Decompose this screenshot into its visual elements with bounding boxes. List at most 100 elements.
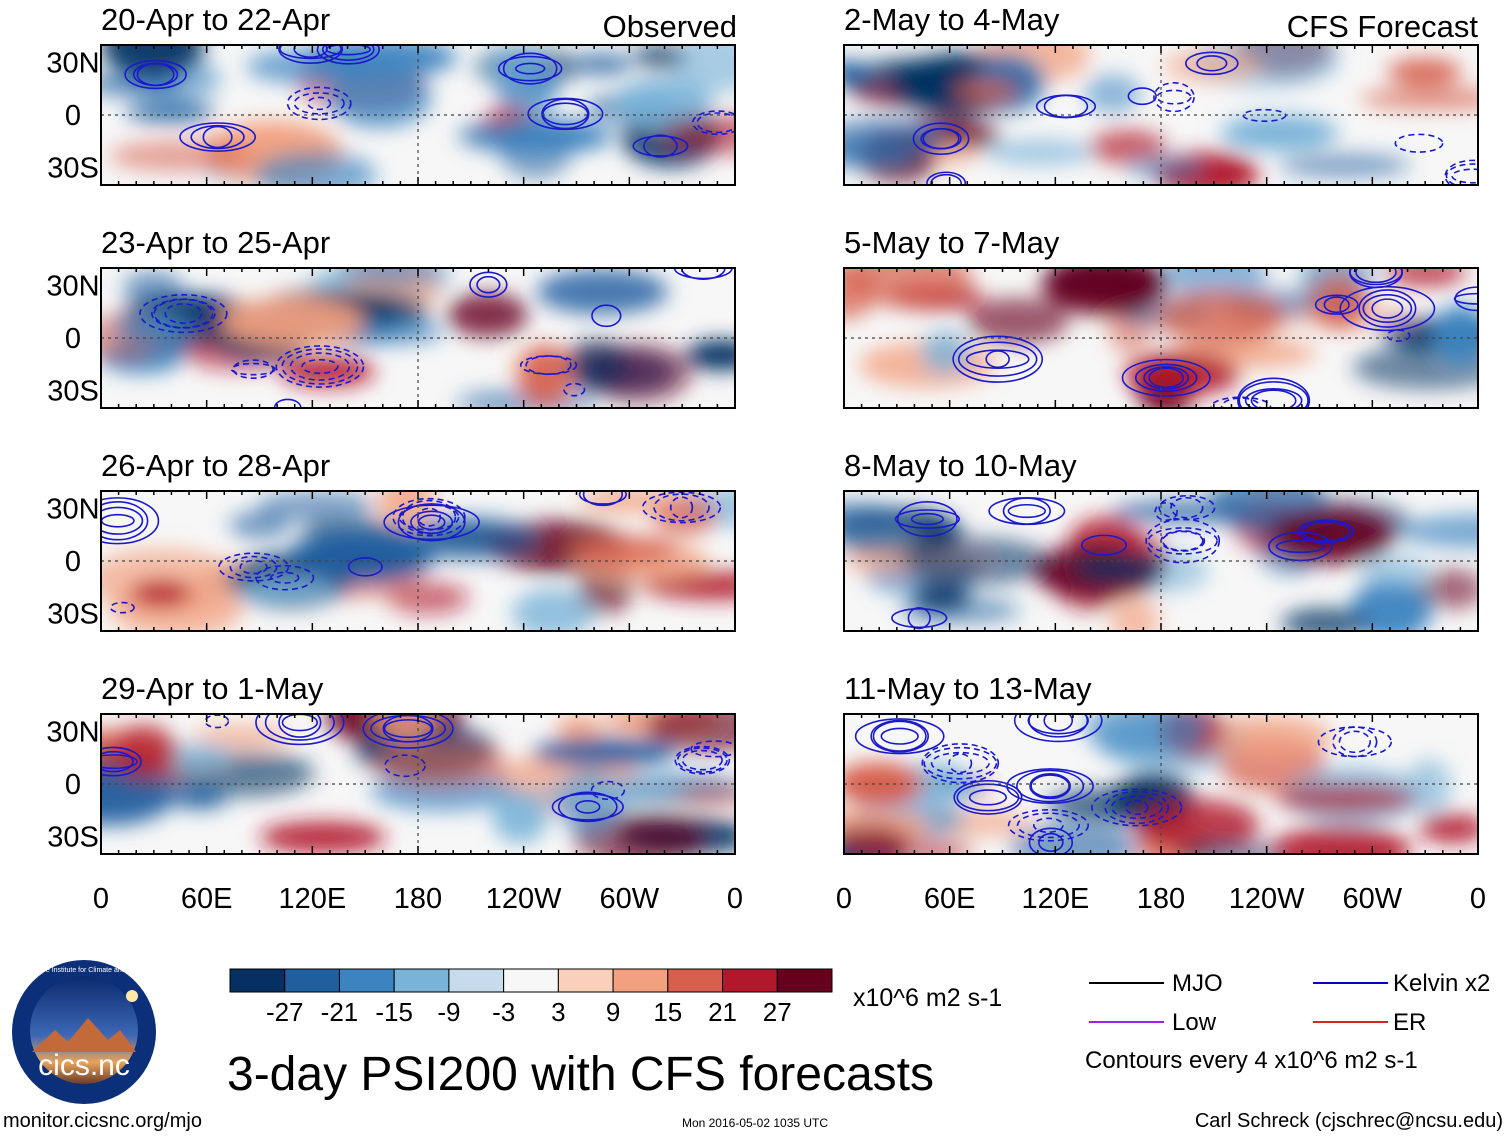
- field-blob: [228, 511, 292, 539]
- colorbar-segment: [722, 968, 778, 993]
- contour-line: [582, 491, 624, 507]
- contour-line: [1275, 539, 1325, 554]
- panel-forecast-2: 5-May to 7-May: [843, 225, 1479, 409]
- colorbar-tick-label: -3: [492, 997, 515, 1027]
- field-blob: [633, 45, 686, 71]
- contour-line: [1091, 788, 1183, 827]
- contour-line: [278, 714, 322, 738]
- logo-sun: [126, 990, 138, 1002]
- anomaly-field: [101, 268, 735, 408]
- footer-url: monitor.cicsnc.org/mjo: [3, 1110, 202, 1132]
- field-blob: [259, 821, 386, 853]
- lon-tick-label: 180: [1137, 883, 1185, 915]
- field-blob: [253, 151, 377, 185]
- colorbar-segment: [503, 968, 559, 993]
- field-blob: [844, 502, 905, 533]
- contour-line: [1338, 730, 1371, 754]
- contour-line: [325, 45, 371, 56]
- logo-ring-text: Cooperative Institute for Climate and Sa…: [12, 967, 156, 974]
- field-blob: [966, 297, 1069, 345]
- contour-line: [204, 714, 230, 729]
- lat-tick-label: 30N: [46, 48, 99, 80]
- field-blob: [566, 534, 680, 566]
- contour-line: [519, 355, 578, 375]
- contour-line: [551, 793, 624, 821]
- field-blob: [1387, 58, 1463, 86]
- contour-line: [1127, 87, 1157, 106]
- field-blob: [1360, 554, 1430, 588]
- contour-line: [1134, 363, 1198, 392]
- contour-line: [1035, 94, 1097, 119]
- field-blob: [652, 493, 717, 536]
- colorbar-segment: [612, 968, 669, 993]
- field-blob: [536, 269, 669, 315]
- contour-line: [870, 719, 929, 753]
- field-blob: [685, 339, 735, 371]
- contour-line: [101, 501, 149, 541]
- contour-line: [229, 555, 278, 579]
- contour-line: [132, 62, 179, 87]
- contour-line: [1104, 790, 1170, 825]
- contour-line: [124, 59, 187, 90]
- field-blob: [539, 780, 690, 805]
- lon-axis-right: 0 60E 120E 180 120W 60W 0: [836, 883, 1486, 915]
- panel-title: 29-Apr to 1-May: [101, 671, 324, 706]
- lat-tick-label: 30S: [47, 376, 99, 408]
- contour-line: [416, 507, 442, 527]
- panel-title: 2-May to 4-May: [844, 2, 1060, 37]
- kelvin-contours: [952, 268, 1478, 408]
- contour-line: [101, 506, 144, 535]
- contour-line: [1028, 827, 1074, 854]
- field-blob: [1281, 608, 1369, 631]
- field-blob: [1220, 115, 1339, 151]
- panel-title: 20-Apr to 22-Apr: [101, 2, 330, 37]
- legend-label-mjo: MJO: [1172, 970, 1223, 997]
- contour-line: [1210, 396, 1272, 408]
- field-blob: [399, 516, 539, 562]
- panel-title: 11-May to 13-May: [844, 671, 1092, 706]
- contour-line: [1250, 389, 1297, 408]
- field-blob: [1072, 553, 1168, 582]
- lon-tick-label: 180: [394, 883, 442, 915]
- contour-line: [109, 601, 135, 614]
- field-blob: [556, 714, 603, 743]
- contour-line: [1121, 358, 1211, 397]
- contour-line: [1237, 377, 1311, 408]
- contour-line: [896, 501, 958, 538]
- field-blob: [1198, 714, 1334, 759]
- field-blob: [1111, 500, 1257, 524]
- field-blob: [191, 725, 292, 746]
- colorbar-tick-label: 27: [763, 997, 792, 1027]
- legend-contour-note: Contours every 4 x10^6 m2 s-1: [1085, 1047, 1418, 1074]
- contour-line: [696, 112, 735, 134]
- contour-line: [1196, 55, 1228, 72]
- kelvin-contours: [854, 714, 1393, 854]
- lat-tick-label: 30N: [46, 271, 99, 303]
- kelvin-contours: [891, 494, 1355, 630]
- kelvin-contours: [101, 714, 735, 823]
- colorbar-tick-label: -21: [321, 997, 359, 1027]
- kelvin-contours: [912, 51, 1478, 185]
- colorbar-tick-label: 9: [606, 997, 620, 1027]
- contour-line: [953, 779, 1023, 815]
- contour-line: [1016, 812, 1081, 839]
- field-blob: [518, 343, 572, 407]
- contour-line: [563, 382, 586, 397]
- field-blob: [304, 45, 458, 78]
- contour-line: [255, 564, 315, 591]
- colorbar-segment: [338, 968, 395, 993]
- contour-line: [912, 122, 970, 156]
- contour-line: [1297, 519, 1355, 544]
- lat-tick-label: 0: [65, 323, 81, 355]
- footer-author: Carl Schreck (cjschrec@ncsu.edu): [1195, 1110, 1503, 1132]
- contour-line: [347, 557, 383, 577]
- contour-line: [384, 754, 426, 778]
- contour-line: [921, 743, 1000, 784]
- contour-line: [469, 271, 508, 298]
- cics-logo: Cooperative Institute for Climate and Sa…: [12, 960, 156, 1104]
- contour-line: [1110, 795, 1163, 820]
